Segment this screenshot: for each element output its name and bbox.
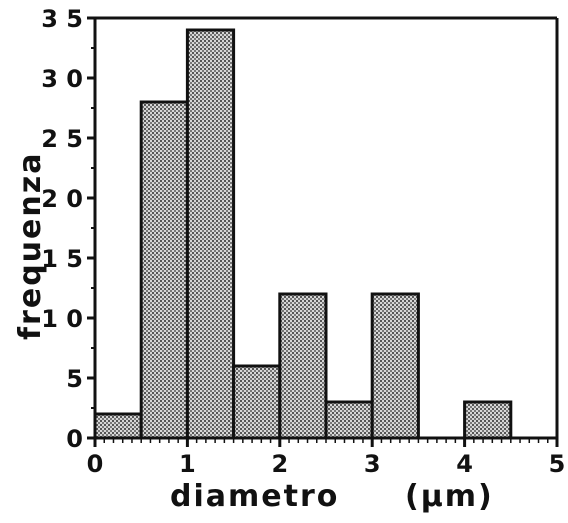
bars-group: [93, 28, 513, 440]
y-tick-label: 3 5: [41, 5, 83, 33]
y-tick-label: 1 0: [41, 305, 83, 333]
histogram-bar: [139, 100, 189, 440]
y-axis-ticks: 0 5 1 0 1 5 2 0 2 5 3 0 3 5: [41, 5, 95, 453]
histogram-bar: [232, 364, 282, 440]
y-axis-label: frequenza: [13, 152, 48, 340]
y-tick-label: 2 0: [41, 185, 83, 213]
x-tick-label: 4: [456, 450, 473, 478]
x-axis-ticks: 0 1 2 3 4 5: [87, 438, 566, 478]
y-tick-label: 1 5: [41, 245, 83, 273]
y-tick-label: 0: [66, 425, 83, 453]
histogram-bar: [324, 400, 374, 440]
x-tick-label: 0: [87, 450, 104, 478]
y-tick-label: 5: [66, 365, 83, 393]
histogram-bar: [463, 400, 513, 440]
x-axis-label: diametro: [170, 479, 339, 514]
y-tick-label: 2 5: [41, 125, 83, 153]
x-tick-label: 2: [271, 450, 288, 478]
histogram-bar: [93, 412, 143, 440]
x-tick-label: 5: [549, 450, 566, 478]
histogram-bar: [278, 292, 328, 440]
histogram-bar: [370, 292, 420, 440]
histogram-bar: [185, 28, 236, 440]
x-axis-unit: (μm): [405, 479, 494, 514]
y-tick-label: 3 0: [41, 65, 83, 93]
x-tick-label: 3: [364, 450, 381, 478]
x-tick-label: 1: [179, 450, 196, 478]
